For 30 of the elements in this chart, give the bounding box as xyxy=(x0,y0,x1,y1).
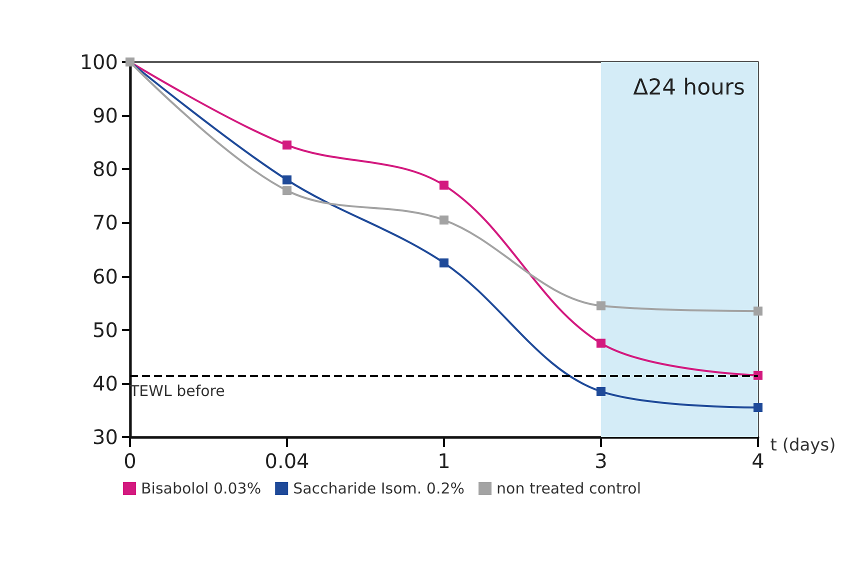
y-tick-label: 100 xyxy=(80,50,118,74)
point xyxy=(596,338,606,348)
y-tick-label: 60 xyxy=(92,264,118,288)
y-tick-label: 30 xyxy=(92,425,118,449)
x-tick-label: 0.04 xyxy=(264,449,310,473)
point xyxy=(596,301,606,310)
y-tick-label: 70 xyxy=(92,210,118,235)
y-tick-label: 80 xyxy=(92,157,118,182)
legend-label: Saccharide Isom. 0.2% xyxy=(293,480,465,498)
x-tick-label: 4 xyxy=(752,449,764,473)
legend-label: non treated control xyxy=(496,480,642,498)
x-tick-label: 1 xyxy=(438,449,450,473)
point xyxy=(440,216,448,225)
y-tick-label: 50 xyxy=(92,318,118,342)
point xyxy=(754,306,762,316)
x-tick-label: 0 xyxy=(124,449,136,473)
y-tick-label: 40 xyxy=(92,371,118,396)
x-tick-label: 3 xyxy=(594,449,608,473)
point xyxy=(440,180,448,190)
point xyxy=(440,258,448,268)
point xyxy=(754,403,762,412)
point xyxy=(282,140,292,150)
band-label: Δ24 hours xyxy=(633,76,745,100)
point xyxy=(282,186,292,196)
point xyxy=(596,386,606,396)
y-tick-label: 90 xyxy=(92,104,118,128)
point xyxy=(754,370,762,380)
x-axis-title: t (days) xyxy=(770,436,836,456)
legend-label: Bisabolol 0.03% xyxy=(141,480,262,498)
point xyxy=(282,175,292,184)
